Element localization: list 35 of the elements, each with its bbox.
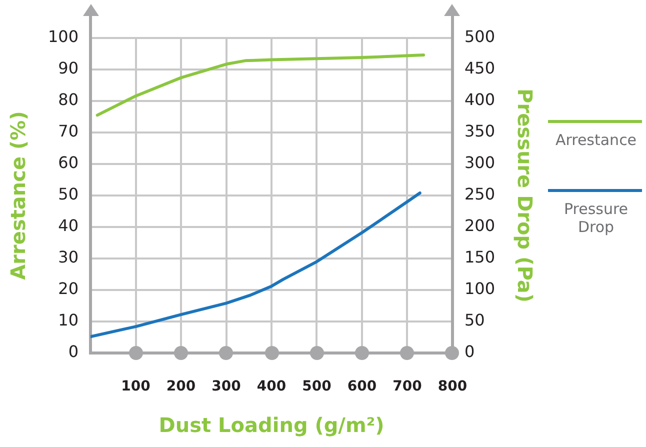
text: Pressure Drop	[562, 200, 630, 236]
y2-tick-label: 450	[464, 58, 496, 78]
y-tick-label: 90	[58, 58, 79, 78]
text: Arrestance	[554, 131, 638, 149]
y2-tick-label: 200	[464, 216, 496, 236]
x-tick-label: 800	[438, 378, 468, 395]
y-tick-label: 20	[58, 279, 79, 298]
y-tick-label: 10	[58, 310, 79, 330]
x-tick-label: 500	[302, 378, 332, 395]
y2-tick-label: 100	[464, 279, 496, 298]
y2-tick-label: 400	[464, 90, 496, 110]
y-tick-label: 70	[58, 122, 79, 141]
x-tick-label: 300	[212, 378, 242, 395]
x-tick-label: 700	[392, 378, 422, 395]
x-axis-title: Dust Loading (g/m²)	[158, 413, 384, 438]
y-tick-label: 80	[58, 90, 79, 110]
y-tick-label: 50	[58, 184, 79, 204]
y2-tick-label: 250	[464, 184, 496, 204]
y-tick-label: 100	[48, 27, 79, 46]
y2-tick-label: 300	[464, 153, 496, 172]
y2-tick-label: 150	[464, 248, 496, 267]
y-tick-label: 40	[58, 216, 79, 236]
y-tick-label: 0	[68, 342, 79, 362]
x-tick-label: 100	[121, 378, 151, 395]
x-tick-label: 600	[347, 378, 377, 395]
y-tick-label: 60	[58, 153, 79, 172]
y2-axis-title: Pressure Drop (Pa)	[512, 88, 537, 302]
x-tick-label: 400	[256, 378, 286, 395]
y-axis-title: Arrestance (%)	[6, 111, 30, 280]
y-tick-label: 30	[58, 248, 79, 267]
y2-tick-label: 500	[464, 27, 496, 46]
x-tick-label: 200	[166, 378, 196, 395]
y2-tick-label: 0	[464, 342, 475, 362]
y2-tick-label: 350	[464, 122, 496, 141]
y2-tick-label: 50	[464, 310, 485, 330]
